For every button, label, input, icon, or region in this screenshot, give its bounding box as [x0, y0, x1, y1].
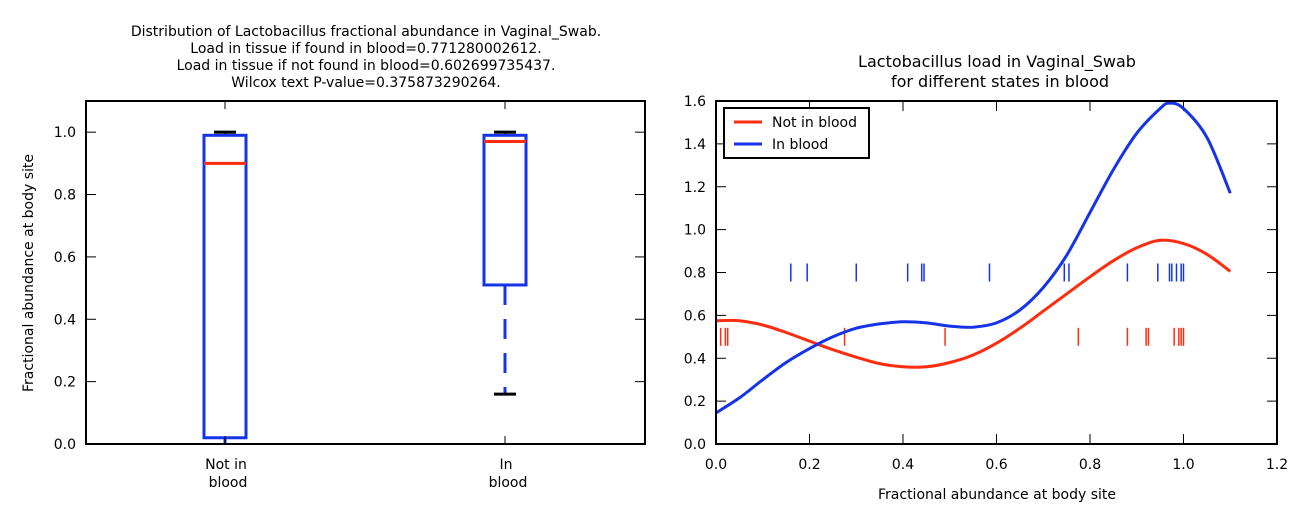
density-chart-x-tick-label: 1.2 — [1266, 457, 1288, 473]
box-chart-x-labels: Not in blood In blood — [205, 101, 527, 491]
density-chart-y-tick-label: 1.0 — [684, 223, 706, 239]
density-chart-series — [715, 101, 1232, 415]
box-chart-y-tick-label: 1.0 — [54, 125, 76, 141]
density-chart-y-tick-label: 0.8 — [684, 266, 706, 282]
box-chart-y-tick-label: 0.0 — [54, 437, 76, 453]
box-chart-x-tick-label: blood — [209, 475, 248, 491]
box-chart-y-tick-label: 0.6 — [54, 250, 76, 266]
box-chart-x-tick-label: In — [499, 457, 512, 473]
density-chart-x-tick-label: 0.0 — [705, 457, 727, 473]
box-chart-y-axis-label: Fractional abundance at body site — [21, 154, 37, 392]
legend-box — [723, 107, 870, 159]
density-chart-x-tick-label: 0.8 — [1079, 457, 1101, 473]
box-not-in-blood — [202, 130, 248, 444]
box-chart-title-line-4: Wilcox text P-value=0.375873290264. — [231, 75, 500, 91]
density-chart-y-tick-label: 0.0 — [684, 437, 706, 453]
box-chart: Distribution of Lactobacillus fractional… — [21, 24, 646, 491]
density-chart-x-tick-label: 0.6 — [985, 457, 1007, 473]
density-chart-y-tick-label: 1.6 — [684, 94, 706, 110]
density-chart: Lactobacillus load in Vaginal_Swab for d… — [684, 52, 1288, 503]
density-chart-title-line-2: for different states in blood — [891, 72, 1109, 91]
box-chart-y-ticks: 0.0 0.2 0.4 0.6 0.8 1.0 — [54, 125, 645, 453]
density-chart-y-tick-label: 1.4 — [684, 137, 706, 153]
density-chart-x-tick-label: 0.2 — [798, 457, 820, 473]
density-line-in-blood — [715, 101, 1232, 415]
density-chart-x-tick-label: 1.0 — [1172, 457, 1194, 473]
density-chart-ticks: 0.0 0.2 0.4 0.6 0.8 1.0 1.2 0.0 0.2 0.4 0.6 0.8 1.0 1… — [684, 94, 1288, 473]
box-chart-x-tick-label: blood — [489, 475, 528, 491]
density-chart-y-tick-label: 0.4 — [684, 351, 706, 367]
box-chart-title-line-3: Load in tissue if not found in blood=0.6… — [177, 58, 556, 74]
density-chart-frame — [715, 100, 1278, 445]
box-chart-title-line-2: Load in tissue if found in blood=0.77128… — [190, 41, 541, 57]
box-chart-boxes — [202, 130, 528, 444]
density-chart-x-axis-label: Fractional abundance at body site — [878, 487, 1116, 503]
box-iqr — [202, 133, 248, 440]
legend: Not in blood In blood — [723, 107, 870, 159]
density-chart-y-tick-label: 1.2 — [684, 180, 706, 196]
box-chart-frame — [85, 100, 646, 445]
legend-label-not-in-blood: Not in blood — [772, 115, 857, 131]
series-in-blood — [715, 101, 1232, 415]
density-line-not-in-blood — [715, 238, 1232, 369]
box-chart-y-tick-label: 0.2 — [54, 375, 76, 391]
box-iqr — [482, 133, 528, 287]
box-chart-y-tick-label: 0.8 — [54, 188, 76, 204]
box-in-blood — [482, 130, 528, 396]
density-chart-title-line-1: Lactobacillus load in Vaginal_Swab — [858, 52, 1136, 72]
box-chart-y-tick-label: 0.4 — [54, 312, 76, 328]
series-not-in-blood — [715, 238, 1232, 369]
box-chart-title-line-1: Distribution of Lactobacillus fractional… — [131, 24, 601, 40]
box-chart-x-tick-label: Not in — [205, 457, 247, 473]
density-chart-x-tick-label: 0.4 — [892, 457, 914, 473]
density-chart-y-tick-label: 0.6 — [684, 308, 706, 324]
density-chart-y-tick-label: 0.2 — [684, 394, 706, 410]
legend-label-in-blood: In blood — [772, 137, 828, 153]
